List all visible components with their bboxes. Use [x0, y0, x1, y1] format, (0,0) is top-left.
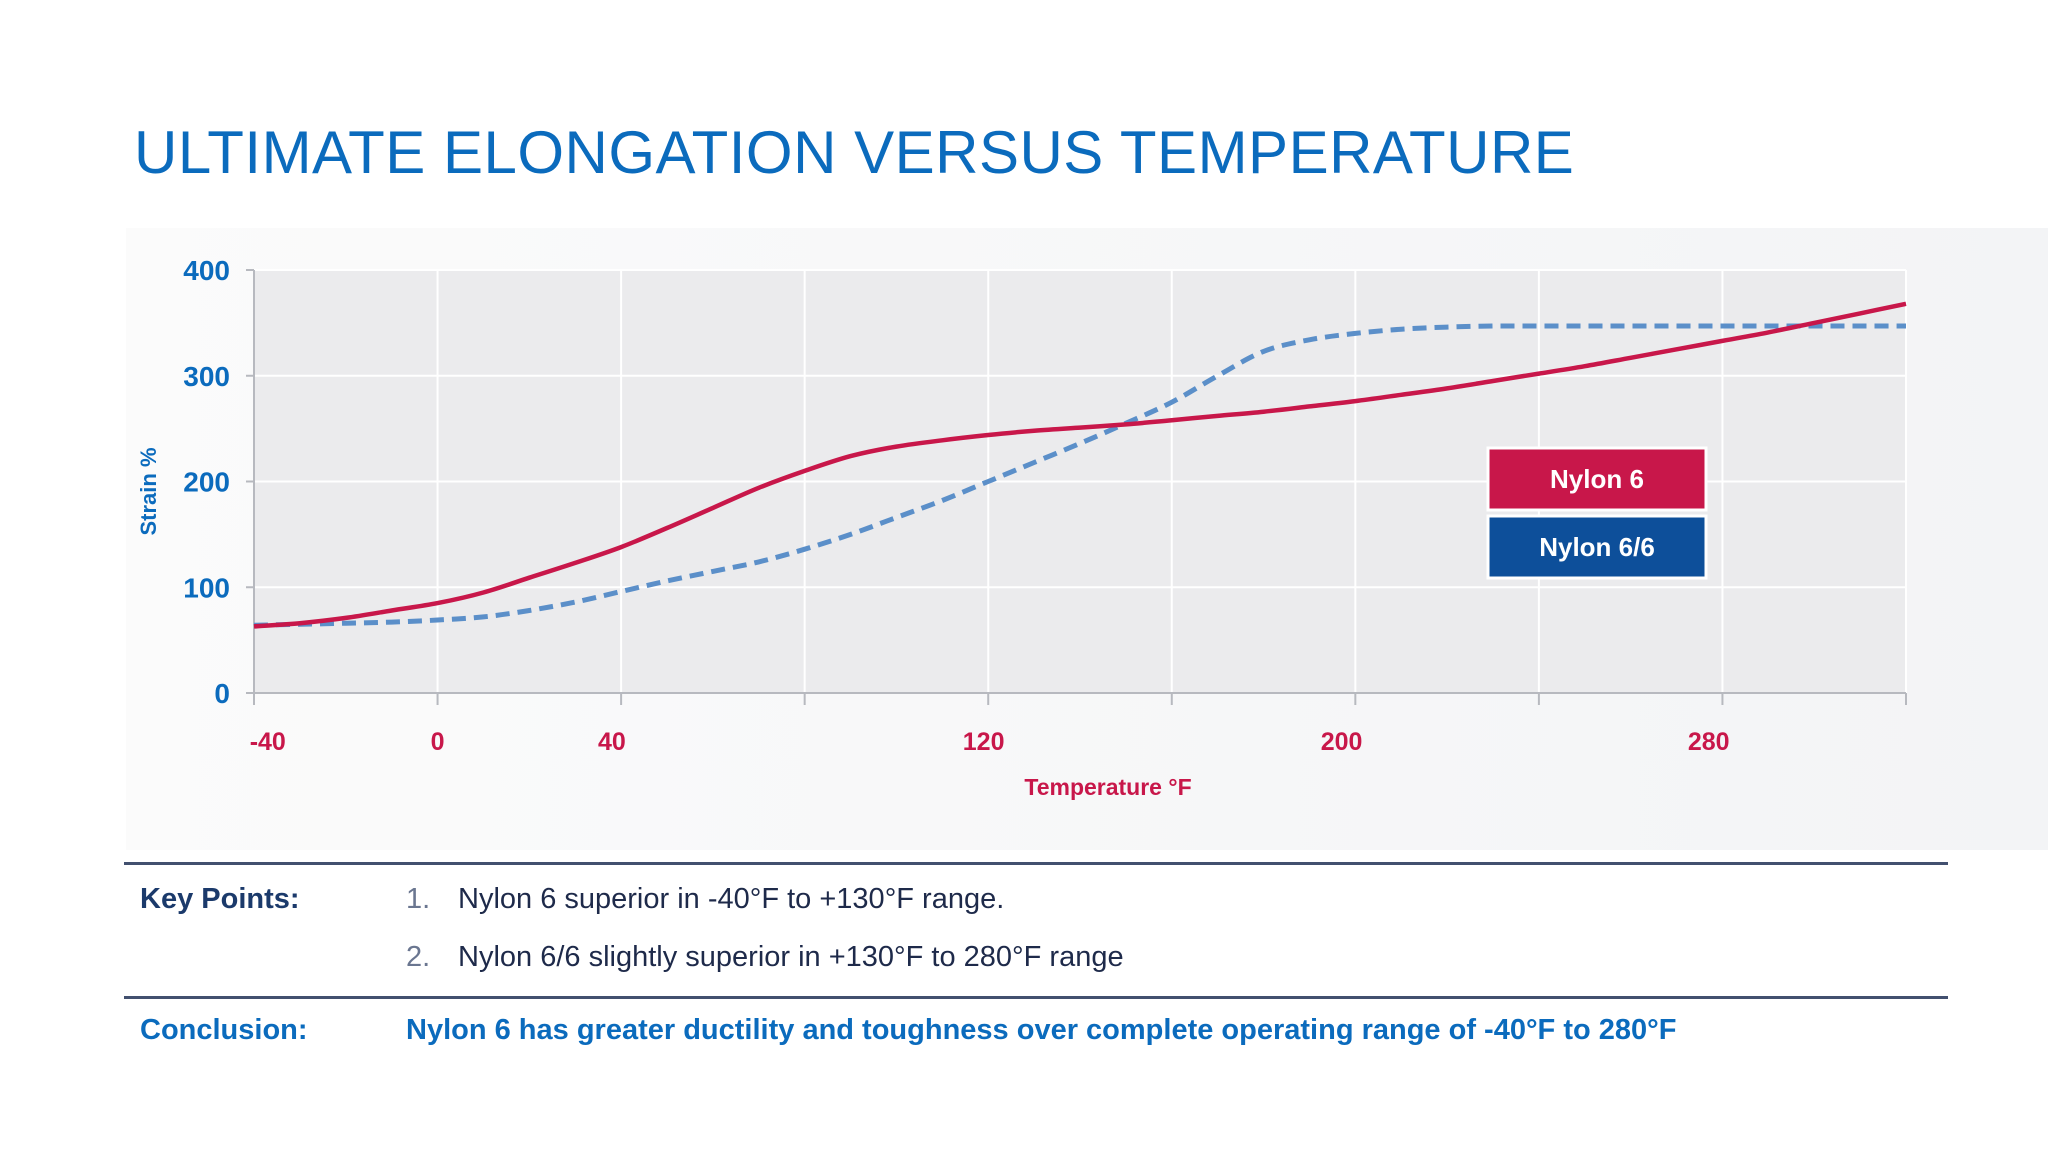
legend-swatch-nylon-6-6	[1486, 514, 1708, 580]
slide-title: ULTIMATE ELONGATION VERSUS TEMPERATURE	[134, 119, 1575, 186]
x-tick-label: 0	[431, 728, 445, 756]
elongation-chart: 0 100 200 300 400 -40 0 40 120 200 280 Temperature …	[136, 255, 1907, 800]
x-tick-label: -40	[250, 728, 286, 756]
legend-label: Nylon 6	[1550, 464, 1644, 494]
key-point-item: 2. Nylon 6/6 slightly superior in +130°F …	[406, 941, 1124, 974]
key-point-text: Nylon 6/6 slightly superior in +130°F to…	[458, 941, 1124, 973]
key-point-number: 1.	[406, 883, 431, 915]
key-point-item: 1. Nylon 6 superior in -40°F to +130°F ra…	[406, 883, 1004, 916]
x-tick-label: 280	[1688, 728, 1730, 756]
y-tick-label: 200	[183, 467, 230, 498]
divider-bottom	[124, 996, 1948, 999]
x-tick-label: 200	[1321, 728, 1363, 756]
x-tick-label: 120	[963, 728, 1005, 756]
x-axis-title: Temperature °F	[1024, 774, 1191, 800]
conclusion-text: Nylon 6 has greater ductility and toughn…	[406, 1014, 1677, 1046]
key-point-text: Nylon 6 superior in -40°F to +130°F rang…	[458, 883, 1005, 915]
x-tick-label: 40	[598, 728, 626, 756]
legend-label: Nylon 6/6	[1539, 532, 1655, 562]
y-tick-label: 0	[214, 678, 230, 709]
y-tick-label: 400	[183, 255, 230, 286]
y-tick-label: 100	[183, 572, 230, 603]
chart-panel: 0 100 200 300 400 -40 0 40 120 200 280 Temperature …	[126, 228, 2048, 850]
y-axis-title: Strain %	[136, 447, 161, 535]
key-point-number: 2.	[406, 941, 431, 973]
series-line-nylon-6	[253, 301, 1907, 629]
series-line-nylon-6-6	[253, 323, 1906, 628]
conclusion-label: Conclusion:	[140, 1014, 308, 1046]
key-points-label: Key Points:	[140, 883, 300, 915]
y-tick-label: 300	[183, 361, 230, 392]
legend-swatch-nylon-6	[1486, 446, 1708, 512]
divider-top	[124, 862, 1948, 865]
